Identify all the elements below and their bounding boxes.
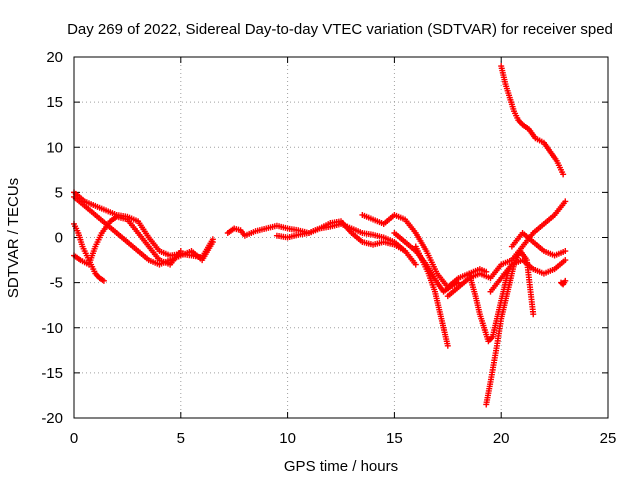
y-tick-label: -10 (41, 320, 63, 337)
series-track-l (444, 198, 569, 300)
chart-title: Day 269 of 2022, Sidereal Day-to-day VTE… (67, 21, 613, 38)
data-point (562, 198, 569, 205)
data-point (444, 342, 451, 349)
data-point (209, 239, 216, 246)
series-track-n (508, 229, 569, 259)
data-point (562, 257, 569, 264)
y-tick-label: -5 (50, 275, 63, 292)
x-tick-label: 0 (70, 430, 78, 447)
data-point (530, 311, 537, 318)
data-point (562, 248, 569, 255)
y-tick-label: 10 (46, 139, 63, 156)
x-axis-label: GPS time / hours (284, 458, 398, 475)
series-track-i (412, 243, 451, 349)
data-point (560, 171, 567, 178)
plot-frame (73, 56, 609, 419)
x-tick-label: 20 (493, 430, 510, 447)
series-track-f (273, 218, 419, 268)
data-point (562, 277, 569, 284)
x-tick-label: 5 (177, 430, 185, 447)
x-tick-label: 10 (279, 430, 296, 447)
data-point (100, 277, 107, 284)
series-track-e (224, 220, 409, 255)
y-tick-label: 0 (55, 230, 63, 247)
x-tick-label: 15 (386, 430, 403, 447)
y-axis-label: SDTVAR / TECUs (5, 178, 22, 298)
data-points (71, 63, 569, 408)
data-point (177, 248, 184, 255)
series-track-p (558, 277, 569, 288)
y-tick-label: -20 (41, 410, 63, 427)
series-track-k (483, 248, 537, 408)
x-tick-label: 25 (600, 430, 617, 447)
y-tick-label: 5 (55, 184, 63, 201)
series-track-o (498, 63, 567, 178)
x-tick-labels: 0 5 10 15 20 25 (70, 430, 617, 447)
series-track-d (71, 220, 107, 284)
y-tick-label: 15 (46, 94, 63, 111)
series-track-m (487, 257, 569, 295)
y-tick-label: 20 (46, 49, 63, 66)
series-track-b (71, 193, 216, 268)
y-tick-label: -15 (41, 365, 63, 382)
y-tick-labels: -20 -15 -10 -5 0 5 10 15 20 (41, 49, 63, 427)
series-track-a (71, 189, 216, 261)
data-point (412, 261, 419, 268)
